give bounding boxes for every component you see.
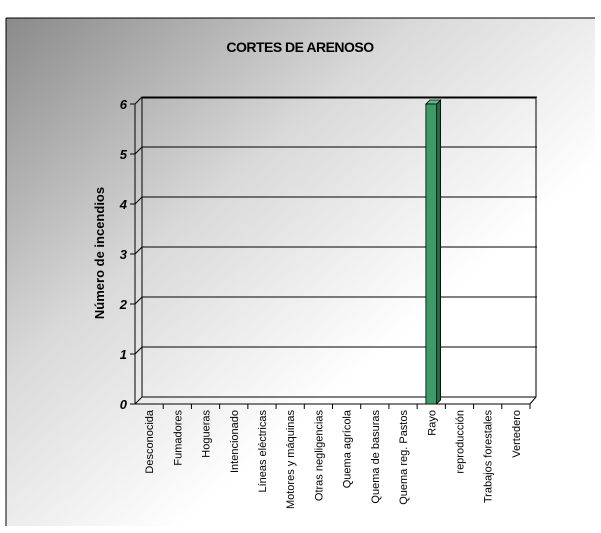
grid-line (134, 146, 537, 155)
chart-title: CORTES DE ARENOSO (226, 39, 374, 55)
y-tick-label: 2 (119, 297, 128, 312)
grid-lines (134, 96, 537, 355)
x-tick-label: Intencionado (229, 410, 241, 473)
grid-line (134, 296, 537, 305)
floor-right-edge (529, 396, 537, 405)
bar (424, 99, 442, 405)
y-tick-label: 3 (120, 247, 128, 262)
x-tick-label: Líneas eléctricas (257, 410, 269, 493)
x-tick-label: reproducción (454, 410, 466, 474)
grid-line (134, 196, 537, 205)
bar-side (436, 99, 442, 405)
grid-line (134, 96, 537, 105)
y-tick-label: 6 (120, 97, 128, 112)
chart-background (6, 18, 595, 526)
x-tick-label: Quema reg. Pastos (398, 410, 410, 505)
x-tick-label: Desconocida (144, 409, 156, 473)
floor-left-edge (134, 396, 143, 405)
x-axis-ticks: Desconocida Fumadores Hogueras Intencionado… (144, 404, 531, 510)
y-axis-label: Número de incendios (92, 187, 107, 319)
y-tick-label: 4 (119, 197, 128, 212)
y-tick-label: 5 (120, 147, 128, 162)
x-tick-label: Quema de basuras (370, 410, 382, 504)
grid-line (134, 346, 537, 355)
x-tick-label: Rayo (426, 410, 438, 436)
x-tick-label: Quema agrícola (342, 409, 354, 488)
x-tick-label: Otras negligencias (313, 410, 325, 502)
x-tick-label: Fumadores (172, 410, 184, 466)
y-tick-label: 0 (120, 397, 128, 412)
x-tick-label: Vertedero (511, 410, 523, 458)
x-tick-label: Motores y máquinas (285, 410, 297, 510)
grid-line (134, 246, 537, 255)
y-axis-ticks: 0 1 2 3 4 5 6 (119, 97, 135, 412)
y-tick-label: 1 (120, 347, 127, 362)
bars (424, 99, 442, 405)
x-tick-label: Hogueras (201, 410, 213, 458)
x-tick-label: Trabajos forestales (483, 410, 495, 504)
bar-front (425, 103, 438, 405)
